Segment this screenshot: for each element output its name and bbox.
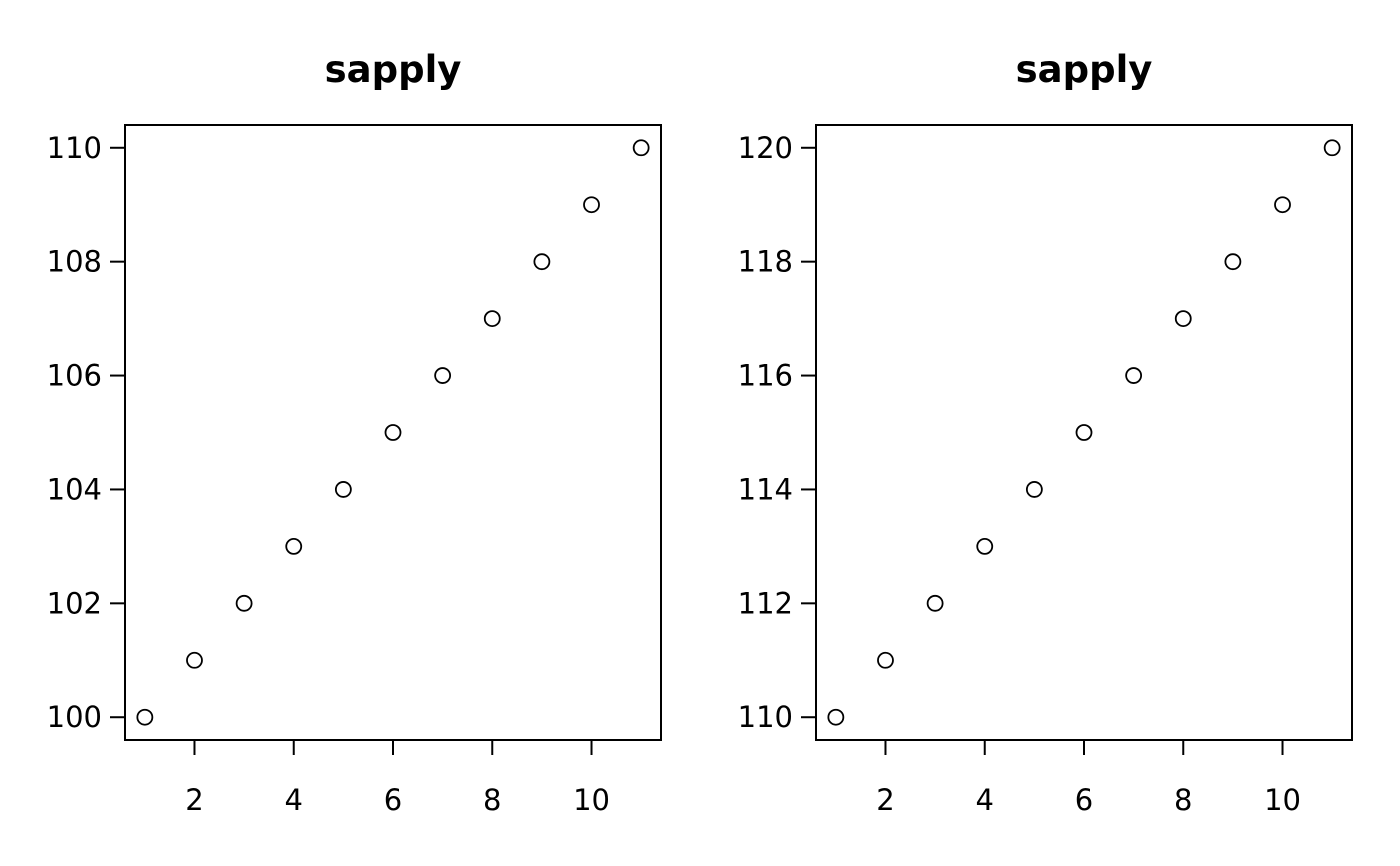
panel-2-x-tick-label: 2 xyxy=(876,783,894,817)
panel-2-data-point xyxy=(1174,310,1192,328)
panel-2-data-point xyxy=(976,537,994,555)
panel-1-x-tick-label: 4 xyxy=(285,783,303,817)
panel-2-x-axis: 2 4 6 8 10 xyxy=(876,739,1301,817)
panel-1-data-point xyxy=(483,310,501,328)
panel-2-y-tick-label: 112 xyxy=(738,586,793,620)
panel-2-data-point xyxy=(1125,367,1143,384)
panel-1-y-tick-label: 104 xyxy=(47,472,102,506)
panel-2-y-tick-label: 116 xyxy=(738,359,793,393)
panel-2-data-point xyxy=(1323,139,1341,157)
panel-2-y-tick-label: 114 xyxy=(738,472,793,506)
panel-2-data-point xyxy=(827,708,845,726)
panel-2-x-tick-label: 10 xyxy=(1264,783,1301,817)
panel-1-y-tick-label: 108 xyxy=(47,245,102,279)
panel-1-y-tick-label: 106 xyxy=(47,359,102,393)
panel-1-x-tick-label: 2 xyxy=(185,783,203,817)
panel-2-x-tick-label: 4 xyxy=(976,783,994,817)
panel-2-data-point xyxy=(877,651,894,669)
panel-1-data-point xyxy=(235,594,253,612)
panel-2: sapply 2 4 6 8 10 110 112 114 116 118 120 xyxy=(738,48,1353,817)
panel-2-data-point xyxy=(926,594,944,612)
panel-1-data-point xyxy=(285,537,303,555)
panel-2-y-tick-label: 120 xyxy=(738,131,793,165)
panel-1-y-tick-label: 110 xyxy=(47,131,102,165)
panel-1-data-point xyxy=(533,253,551,271)
panel-1-data-point xyxy=(384,424,402,441)
panel-1-x-tick-label: 6 xyxy=(384,783,402,817)
panel-1-data-point xyxy=(186,651,203,669)
panel-2-plot-frame xyxy=(815,124,1353,741)
panel-1-title: sapply xyxy=(325,48,462,91)
panel-2-data-point xyxy=(1224,253,1242,271)
panel-1-y-tick-label: 100 xyxy=(47,700,102,734)
panel-1-x-tick-label: 8 xyxy=(483,783,501,817)
panel-2-y-tick-label: 110 xyxy=(738,700,793,734)
panel-1-plot-frame xyxy=(124,124,662,741)
panel-1-data-point xyxy=(434,367,452,384)
panel-2-points xyxy=(827,139,1341,726)
panel-2-title: sapply xyxy=(1016,48,1153,91)
panel-1-x-tick-label: 10 xyxy=(573,783,610,817)
panel-1-y-tick-label: 102 xyxy=(47,586,102,620)
panel-1-y-axis: 100 102 104 106 108 110 xyxy=(47,131,126,734)
panel-1-x-axis: 2 4 6 8 10 xyxy=(185,739,610,817)
panel-1-points xyxy=(136,139,650,726)
panel-2-x-tick-label: 6 xyxy=(1075,783,1093,817)
panel-1-data-point xyxy=(632,139,650,157)
panel-2-x-tick-label: 8 xyxy=(1174,783,1192,817)
panel-2-data-point xyxy=(1274,196,1291,214)
panel-2-y-axis: 110 112 114 116 118 120 xyxy=(738,131,817,734)
panel-1-data-point xyxy=(136,708,154,726)
panel-2-data-point xyxy=(1025,481,1043,498)
panel-1-data-point xyxy=(583,196,600,214)
panel-2-y-tick-label: 118 xyxy=(738,245,793,279)
panel-1: sapply 2 4 6 8 10 100 102 104 106 108 110 xyxy=(47,48,662,817)
panel-1-data-point xyxy=(334,481,352,498)
panel-2-data-point xyxy=(1075,424,1093,441)
